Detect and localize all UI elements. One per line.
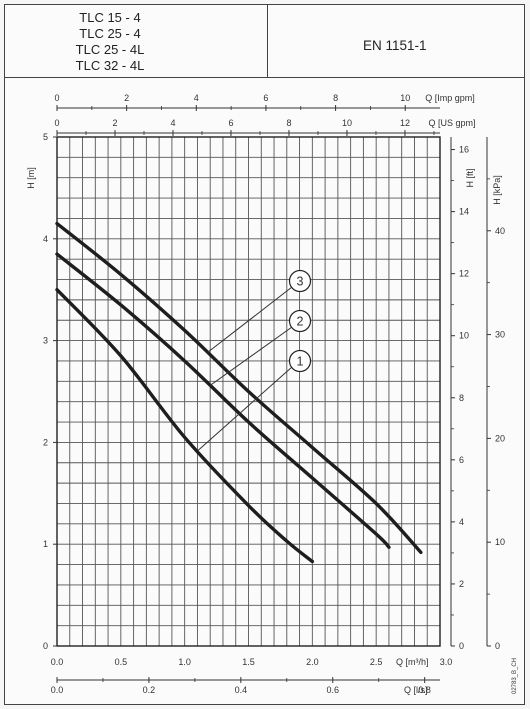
us-gpm-tick-label: 12 [400,118,410,128]
us-gpm-tick-label: 6 [228,118,233,128]
imp-gpm-tick-label: 10 [400,93,410,103]
x-tick-label: 2.0 [306,657,319,667]
us-gpm-axis-title: Q [US gpm] [428,118,475,128]
ls-tick-label: 0.0 [51,685,64,695]
imp-gpm-tick-label: 6 [263,93,268,103]
y-axis-title: H [m] [26,167,36,189]
us-gpm-tick-label: 10 [342,118,352,128]
x-tick-label: 0.5 [115,657,128,667]
ft-tick-label: 16 [459,145,469,155]
ls-tick-label: 0.8 [418,685,431,695]
standard-label: EN 1151-1 [363,38,427,53]
ft-tick-label: 10 [459,331,469,341]
pump-curve-2 [55,252,391,549]
callout-label-1: 1 [297,355,304,369]
ft-tick-label: 14 [459,207,469,217]
callout-circle-3 [288,269,312,293]
us-gpm-tick-label: 0 [54,118,59,128]
imp-gpm-tick-label: 0 [54,93,59,103]
ls-tick-label: 0.2 [143,685,156,695]
callout-leader-3 [207,286,293,353]
kpa-tick-label: 30 [495,330,505,340]
x-tick-label: 1.0 [178,657,191,667]
ft-tick-label: 4 [459,517,464,527]
imp-gpm-tick-label: 4 [194,93,199,103]
x-tick-label: 2.5 [370,657,383,667]
x-tick-label: 1.5 [242,657,255,667]
imp-gpm-tick-label: 2 [124,93,129,103]
model-list: TLC 15 - 4 TLC 25 - 4 TLC 25 - 4L TLC 32… [65,10,155,74]
kpa-tick-label: 10 [495,537,505,547]
us-gpm-tick-label: 8 [286,118,291,128]
standard-box: EN 1151-1 [267,4,525,78]
model-item: TLC 25 - 4L [75,42,145,57]
callout-circle-2 [288,309,312,333]
ft-tick-label: 6 [459,455,464,465]
ls-axis-title: Q [l/s] [404,685,428,695]
y-tick-label: 0 [43,641,48,651]
ft-tick-label: 2 [459,579,464,589]
callout-circle-1 [288,349,312,373]
imp-gpm-tick-label: 8 [333,93,338,103]
model-item: TLC 32 - 4L [75,58,145,73]
kpa-tick-label: 0 [495,641,500,651]
kpa-tick-label: 40 [495,226,505,236]
ft-tick-label: 8 [459,393,464,403]
pump-curve-3 [55,221,423,555]
ft-tick-label: 12 [459,269,469,279]
y-tick-label: 2 [43,437,48,447]
ls-tick-label: 0.6 [327,685,340,695]
kpa-axis-title: H [kPa] [492,175,502,205]
model-list-box: TLC 15 - 4 TLC 25 - 4 TLC 25 - 4L TLC 32… [4,4,268,78]
y-tick-label: 5 [43,132,48,142]
model-item: TLC 25 - 4 [79,26,141,41]
callout-label-2: 2 [297,315,304,329]
callout-leader-1 [197,366,293,452]
kpa-tick-label: 20 [495,433,505,443]
x-axis-title: Q [m³/h] [396,657,429,667]
y-tick-label: 1 [43,539,48,549]
us-gpm-tick-label: 2 [112,118,117,128]
callout-label-3: 3 [297,275,304,289]
x-tick-label: 0.0 [51,657,64,667]
model-item: TLC 15 - 4 [79,10,141,25]
drawing-number: 02783_B_CH [512,658,518,694]
x-tick-label: 3.0 [440,657,453,667]
plot-border [56,136,441,647]
pump-curve-1 [55,288,315,564]
imp-gpm-axis-title: Q [Imp gpm] [425,93,475,103]
y-tick-label: 4 [43,234,48,244]
callout-leader-2 [209,326,293,386]
ft-axis-title: H [ft] [465,168,475,187]
ft-tick-label: 0 [459,641,464,651]
y-tick-label: 3 [43,336,48,346]
us-gpm-tick-label: 4 [170,118,175,128]
ls-tick-label: 0.4 [235,685,248,695]
